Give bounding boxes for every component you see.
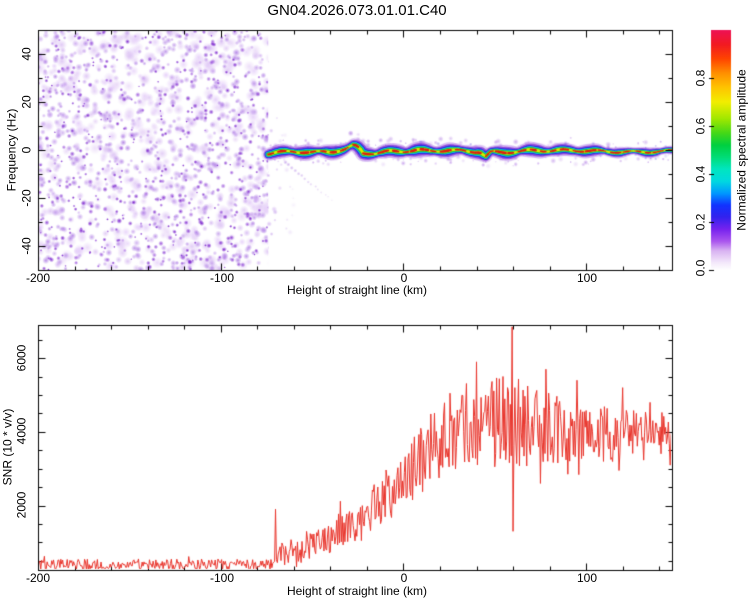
snr-xtick-0: 0: [400, 571, 408, 585]
snr-ytick-6000: 6000: [14, 344, 29, 372]
spec-xtick-0: 0: [400, 271, 408, 285]
spec-xtick-100: 100: [576, 271, 598, 285]
snr-ytick-4000: 4000: [14, 417, 29, 445]
snr-xtick-100: 100: [576, 571, 598, 585]
colorbar-tick-04: 0.4: [693, 165, 708, 183]
spec-ytick-40: 40: [19, 47, 34, 61]
spec-xlabel: Height of straight line (km): [286, 283, 428, 297]
colorbar-tick-06: 0.6: [693, 117, 708, 135]
snr-xtick-m100: -100: [209, 571, 235, 585]
colorbar-label: Normalized spectral amplitude: [734, 69, 749, 231]
snr-xlabel: Height of straight line (km): [286, 584, 428, 598]
colorbar-tick-08: 0.8: [693, 69, 708, 87]
snr-ylabel: SNR (10 * v/v): [0, 408, 15, 486]
plot-title: GN04.2026.073.01.01.C40: [267, 2, 447, 19]
snr-xtick-m200: -200: [25, 571, 51, 585]
spec-ytick-m40: -40: [19, 237, 34, 255]
spec-ytick-0: 0: [19, 146, 34, 154]
spec-ylabel: Frequency (Hz): [4, 108, 19, 192]
spec-xtick-m200: -200: [25, 271, 51, 285]
spec-ytick-20: 20: [19, 95, 34, 109]
spec-ytick-m20: -20: [19, 189, 34, 207]
snr-ytick-2000: 2000: [14, 491, 29, 519]
spec-xtick-m100: -100: [209, 271, 235, 285]
colorbar-tick-02: 0.2: [693, 213, 708, 231]
colorbar-tick-00: 0.0: [693, 259, 708, 277]
